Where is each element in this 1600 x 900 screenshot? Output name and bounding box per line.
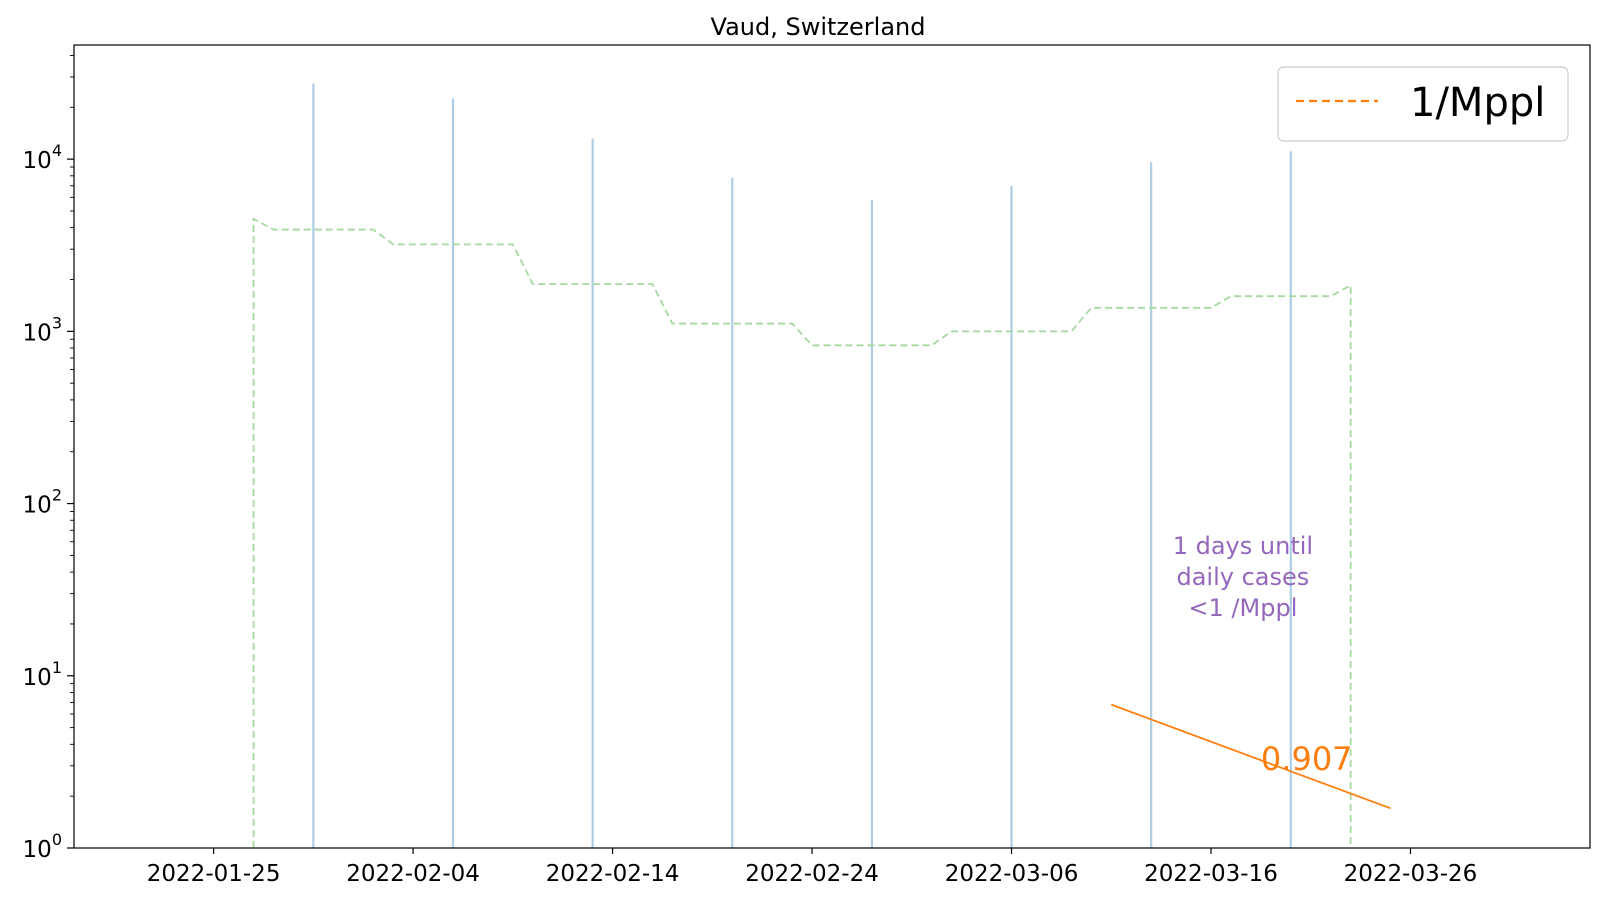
y-tick-label: 100 [23, 830, 62, 863]
y-tick-label: 102 [23, 486, 62, 519]
x-tick-label: 2022-03-16 [1144, 861, 1278, 887]
legend-box [1277, 66, 1569, 142]
slope-label: 0.907 [1261, 740, 1353, 778]
x-tick-label: 2022-03-26 [1344, 861, 1478, 887]
x-tick-label: 2022-02-04 [346, 861, 480, 887]
x-tick-label: 2022-02-14 [546, 861, 680, 887]
axes: 2022-01-25 2022-02-04 2022-02-14 2022-02-24… [23, 55, 1478, 887]
x-tick-label: 2022-03-06 [945, 861, 1079, 887]
legend-label: 1/Mppl [1410, 80, 1545, 126]
weekly-average-line [252, 217, 1352, 848]
plot-frame [73, 44, 1591, 849]
y-tick-label: 101 [23, 658, 62, 691]
chart-title: Vaud, Switzerland [711, 13, 926, 41]
projection-line [1110, 703, 1391, 810]
days-until-annotation: 1 days until daily cases <1 /Mppl [1173, 532, 1313, 622]
y-tick-label: 103 [23, 313, 62, 346]
legend: 1/Mppl [1277, 66, 1569, 142]
plot-area [252, 83, 1391, 848]
x-tick-label: 2022-02-24 [745, 861, 879, 887]
y-tick-label: 104 [23, 141, 62, 174]
annotations: 1 days until daily cases <1 /Mppl 0.907 [1173, 532, 1353, 778]
x-tick-label: 2022-01-25 [147, 861, 281, 887]
